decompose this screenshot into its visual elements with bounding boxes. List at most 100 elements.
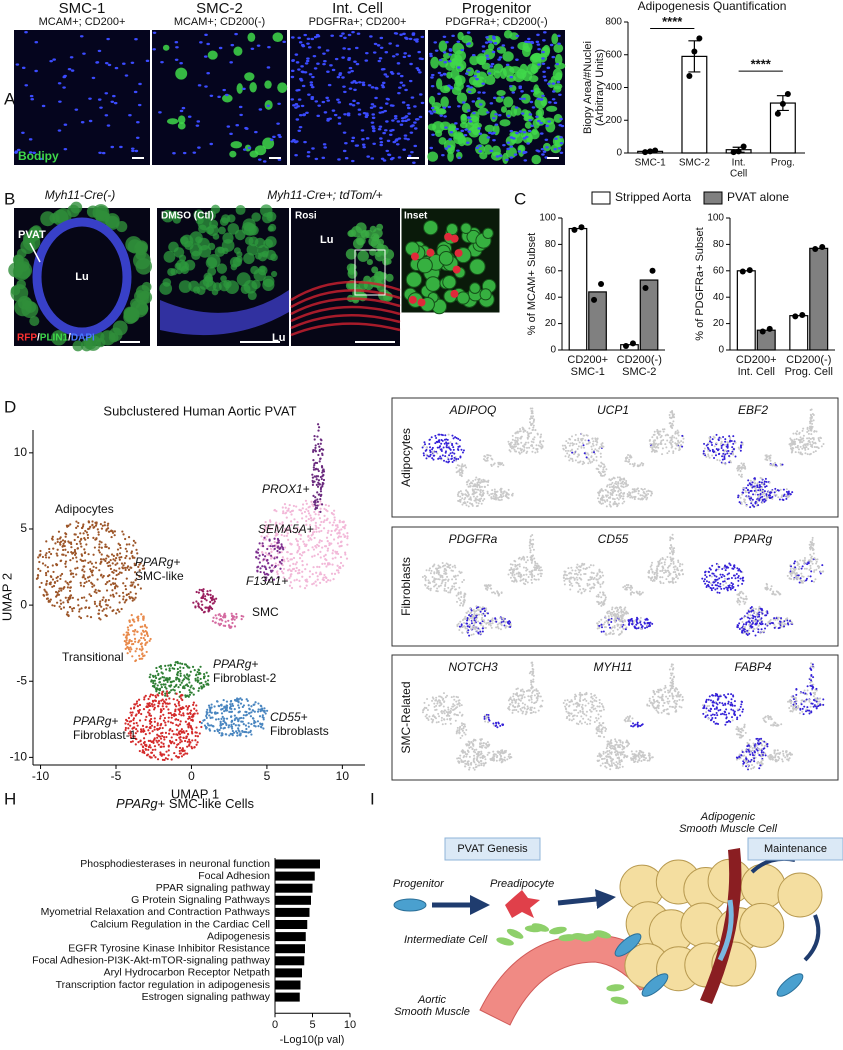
cell-point: [282, 567, 286, 571]
nucleus: [341, 32, 345, 35]
cell-point: [602, 474, 605, 477]
pvat-patch: [356, 237, 365, 246]
cell-point: [220, 717, 223, 721]
cell-point: [227, 624, 231, 627]
y-axis-label: % of MCAM+ Subset: [526, 233, 538, 335]
cell-point: [158, 680, 162, 684]
nucleus: [417, 50, 421, 54]
adipocyte: [405, 271, 423, 288]
cell-point: [194, 739, 197, 742]
cell-point: [320, 520, 323, 524]
lipid-cell: [531, 154, 542, 165]
cell-point: [168, 684, 171, 687]
nucleus: [402, 148, 406, 151]
cell-point: [480, 502, 483, 505]
cell-point: [98, 604, 101, 607]
cell-point: [173, 663, 177, 667]
nucleus: [99, 106, 103, 109]
cell-point: [461, 497, 464, 500]
pvat-patch: [205, 226, 214, 235]
cell-point: [597, 491, 600, 494]
cell-point: [228, 710, 231, 713]
cell-point: [257, 548, 260, 551]
cell-point: [301, 507, 304, 510]
cell-point: [50, 537, 54, 540]
cell-point: [142, 618, 145, 621]
nucleus: [297, 36, 302, 40]
cell-point: [45, 540, 48, 543]
cell-point: [144, 747, 147, 751]
cell-point: [319, 490, 323, 493]
cell-point: [44, 564, 47, 567]
nucleus: [402, 32, 406, 36]
cell-point: [188, 693, 192, 696]
cell-point: [131, 583, 134, 586]
cell-point: [117, 542, 120, 545]
cell-point: [62, 544, 65, 547]
lipid-cell: [175, 67, 188, 80]
cell-point: [737, 494, 740, 497]
cell-point: [705, 455, 708, 458]
lipid-cell: [177, 122, 186, 130]
cluster-label: SEMA5A+: [258, 522, 314, 536]
cell-point: [105, 557, 108, 560]
cell-point: [59, 577, 62, 581]
cell-point: [632, 465, 635, 468]
cell-point: [315, 467, 318, 470]
cell-point: [161, 726, 164, 730]
cell-point: [311, 479, 314, 482]
data-point: [696, 35, 703, 42]
nucleus: [408, 79, 413, 83]
nucleus: [282, 40, 286, 44]
cell-point: [304, 544, 307, 548]
cell-point: [428, 438, 431, 441]
data-point: [812, 246, 819, 253]
cell-point: [123, 562, 126, 565]
nucleus: [515, 34, 520, 38]
nucleus: [382, 67, 386, 71]
cell-point: [124, 537, 127, 541]
cell-point: [466, 483, 469, 486]
cell-point: [49, 598, 52, 601]
cell-point: [241, 720, 244, 723]
pvat-patch: [85, 335, 101, 351]
cell-point: [608, 478, 611, 481]
nucleus: [313, 35, 318, 39]
cell-point: [305, 508, 308, 511]
nucleus: [182, 151, 187, 155]
cell-point: [107, 598, 110, 602]
cell-point: [153, 738, 156, 741]
panel-letter: H: [4, 789, 16, 808]
cell-point: [707, 448, 710, 451]
pvat-patch: [163, 250, 176, 263]
cell-point: [195, 709, 198, 712]
cell-point: [708, 456, 711, 459]
cell-point: [616, 486, 619, 489]
cell-point: [273, 509, 276, 512]
cell-point: [534, 428, 537, 431]
cell-point: [720, 444, 723, 447]
cell-point: [158, 702, 161, 705]
nucleus: [557, 147, 562, 150]
nucleus: [145, 59, 150, 63]
cell-point: [178, 723, 182, 726]
cell-point: [613, 500, 616, 503]
cell-point: [167, 716, 170, 719]
cell-point: [170, 736, 173, 739]
nucleus: [306, 151, 311, 154]
lipid-cell: [272, 32, 284, 43]
pvat-patch: [385, 273, 394, 282]
cell-point: [182, 714, 185, 717]
cell-point: [284, 512, 287, 515]
cell-point: [106, 562, 109, 565]
nucleus: [367, 84, 372, 87]
cell-point: [239, 733, 242, 737]
cell-point: [263, 536, 266, 539]
cell-point: [111, 589, 114, 592]
nucleus: [295, 118, 300, 121]
cell-point: [187, 678, 190, 681]
cell-point: [294, 569, 297, 573]
nucleus: [377, 128, 382, 131]
nucleus: [337, 158, 341, 161]
cell-point: [206, 708, 209, 711]
